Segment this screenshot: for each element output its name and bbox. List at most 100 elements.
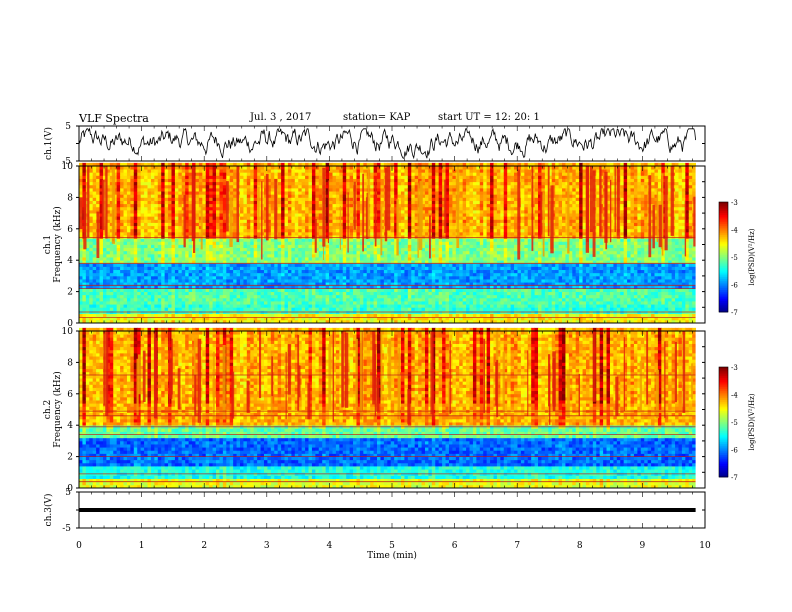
spectrogram-cell <box>226 313 231 318</box>
spectrogram-cell <box>332 307 337 311</box>
spectrogram-cell <box>109 222 114 227</box>
spectrogram-cell <box>291 228 296 233</box>
spectrogram-cell <box>253 279 258 283</box>
spectrogram-cell <box>291 184 296 189</box>
spectrogram-cell <box>150 244 155 249</box>
spectrogram-cell <box>339 191 344 195</box>
spectrogram-cell <box>349 194 354 198</box>
spectrogram-cell <box>126 244 131 249</box>
spectrogram-cell <box>92 244 97 249</box>
spectrogram-cell <box>377 187 381 192</box>
spectrogram-cell <box>116 238 121 242</box>
spectrogram-cell <box>157 178 162 183</box>
spectrogram-cell <box>109 282 114 286</box>
spectrogram-cell <box>174 187 179 192</box>
spectrogram-cell <box>164 244 169 249</box>
spectrogram-cell <box>222 316 227 321</box>
spectrogram-cell <box>222 304 227 308</box>
spectrogram-cell <box>79 266 83 271</box>
spectrogram-cell <box>339 178 344 183</box>
spectrogram-cell <box>79 285 83 289</box>
spectrogram-cell <box>246 279 251 283</box>
spectrogram-cell <box>277 228 282 233</box>
spectrogram-cell <box>335 263 340 267</box>
spectrogram-cell <box>250 241 255 245</box>
spectrogram-cell <box>150 301 155 305</box>
spectrogram-cell <box>168 282 172 286</box>
spectrogram-cell <box>229 297 234 302</box>
spectrogram-cell <box>332 294 337 299</box>
spectrogram-cell <box>161 263 166 267</box>
spectrogram-cell <box>246 301 251 305</box>
spectrogram-cell <box>335 297 340 302</box>
spectrogram-cell <box>263 216 268 220</box>
spectrogram-cell <box>216 257 220 261</box>
spectrogram-cell <box>240 313 244 318</box>
spectrogram-cell <box>222 225 227 230</box>
spectrogram-cell <box>397 313 402 318</box>
spectrogram-cell <box>171 294 176 299</box>
spectrogram-cell <box>137 313 142 318</box>
spectrogram-cell <box>281 244 285 249</box>
spectrogram-cell <box>390 184 395 189</box>
spectrogram-cell <box>366 266 371 271</box>
spectrogram-cell <box>82 291 87 296</box>
spectrogram-cell <box>281 197 285 201</box>
spectrogram-cell <box>380 257 385 261</box>
spectrogram-cell <box>130 178 135 183</box>
spectrogram-cell <box>332 219 337 223</box>
spectrogram-cell <box>281 191 285 195</box>
spectrogram-cell <box>209 260 213 264</box>
spectrogram-cell <box>411 213 416 217</box>
spectrogram-cell <box>243 206 248 211</box>
spectrogram-cell <box>342 169 347 173</box>
spectrogram-cell <box>147 263 152 267</box>
spectrogram-cell <box>229 253 234 258</box>
spectrogram-cell <box>102 191 107 195</box>
spectrogram-cell <box>144 257 148 261</box>
spectrogram-cell <box>257 313 261 318</box>
spectrogram-cell <box>387 304 392 308</box>
spectrogram-cell <box>102 272 107 277</box>
spectrogram-cell <box>411 235 416 239</box>
spectrogram-cell <box>209 288 213 292</box>
spectrogram-cell <box>390 269 395 274</box>
spectrogram-cell <box>353 275 357 280</box>
spectrogram-cell <box>120 307 124 311</box>
spectrogram-cell <box>192 316 196 321</box>
spectrogram-cell <box>130 219 135 223</box>
spectrogram-cell <box>267 206 272 211</box>
spectrogram-cell <box>404 266 409 271</box>
spectrogram-cell <box>126 206 131 211</box>
spectrogram-cell <box>267 313 272 318</box>
spectrogram-cell <box>270 307 275 311</box>
spectrogram-cell <box>109 241 114 245</box>
spectrogram-cell <box>85 162 90 167</box>
spectrogram-cell <box>373 169 378 173</box>
spectrogram-cell <box>325 166 330 170</box>
spectrogram-cell <box>263 257 268 261</box>
spectrogram-cell <box>291 197 296 201</box>
spectrogram-cell <box>89 216 94 220</box>
spectrogram-cell <box>120 166 124 170</box>
spectrogram-cell <box>168 235 172 239</box>
spectrogram-cell <box>161 184 166 189</box>
spectrogram-cell <box>308 304 313 308</box>
spectrogram-cell <box>291 191 296 195</box>
spectrogram-cell <box>233 216 237 220</box>
spectrogram-cell <box>233 175 237 179</box>
spectrogram-cell <box>209 301 213 305</box>
spectrogram-cell <box>219 175 224 179</box>
spectrogram-cell <box>226 175 231 179</box>
spectrogram-cell <box>390 172 395 176</box>
spectrogram-cell <box>130 253 135 258</box>
spectrogram-cell <box>370 266 375 271</box>
spectrogram-cell <box>274 250 279 255</box>
spectrogram-cell <box>219 282 224 286</box>
spectrogram-cell <box>154 225 159 230</box>
spectrogram-cell <box>113 269 118 274</box>
spectrogram-cell <box>294 169 299 173</box>
spectrogram-cell <box>253 216 258 220</box>
spectrogram-cell <box>332 250 337 255</box>
spectrogram-cell <box>147 266 152 271</box>
